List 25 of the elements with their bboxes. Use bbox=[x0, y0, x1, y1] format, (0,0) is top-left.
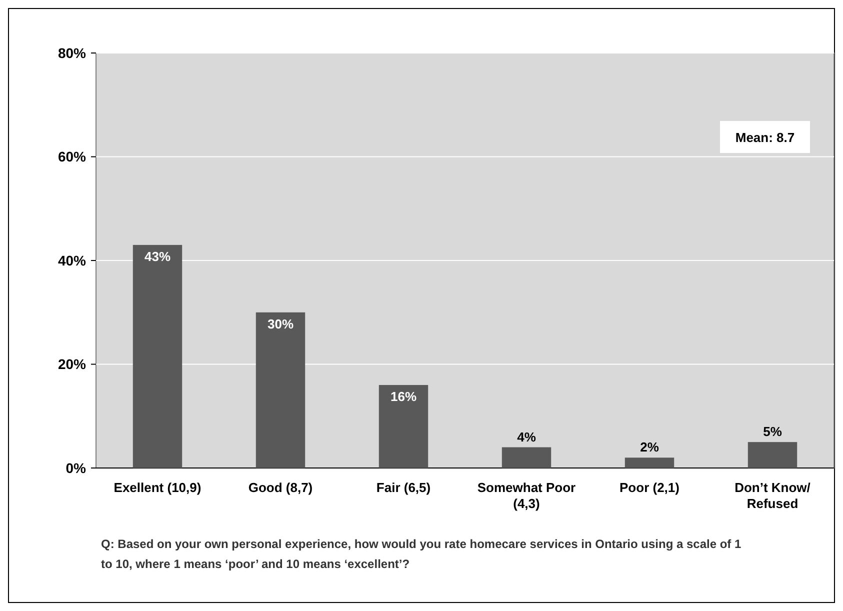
data-label: 2% bbox=[640, 440, 660, 455]
y-tick-label: 20% bbox=[58, 356, 87, 372]
y-tick-label: 60% bbox=[58, 148, 87, 165]
data-label: 5% bbox=[763, 424, 782, 440]
y-tick-label: 40% bbox=[58, 252, 87, 268]
data-label: 4% bbox=[517, 429, 536, 444]
bar bbox=[624, 458, 674, 468]
y-tick-label: 0% bbox=[66, 460, 87, 476]
x-tick-label: Don’t Know/ Refused bbox=[734, 480, 811, 511]
bar bbox=[256, 312, 306, 468]
x-tick-label: Good (8,7) bbox=[248, 480, 313, 495]
bar bbox=[748, 442, 798, 468]
data-label: 16% bbox=[390, 389, 417, 404]
bar bbox=[502, 447, 552, 468]
x-tick-label: Exellent (10,9) bbox=[114, 480, 202, 495]
x-tick-label: Poor (2,1) bbox=[620, 480, 680, 495]
bar bbox=[132, 244, 182, 468]
annotation: Mean: 8.7 bbox=[735, 130, 795, 145]
text: Q: Based on your own personal experience, how would you rate homecare services in Ontario using a scale of 1 to 10, where 1 means ‘poor’ and 10 means ‘excellent’? bbox=[101, 537, 742, 571]
bar bbox=[378, 385, 428, 468]
data-label: 30% bbox=[267, 316, 294, 332]
y-tick-label: 80% bbox=[58, 44, 87, 61]
x-tick-label: Somewhat Poor (4,3) bbox=[477, 480, 576, 511]
data-label: 43% bbox=[144, 248, 171, 264]
x-tick-label: Fair (6,5) bbox=[376, 480, 431, 495]
